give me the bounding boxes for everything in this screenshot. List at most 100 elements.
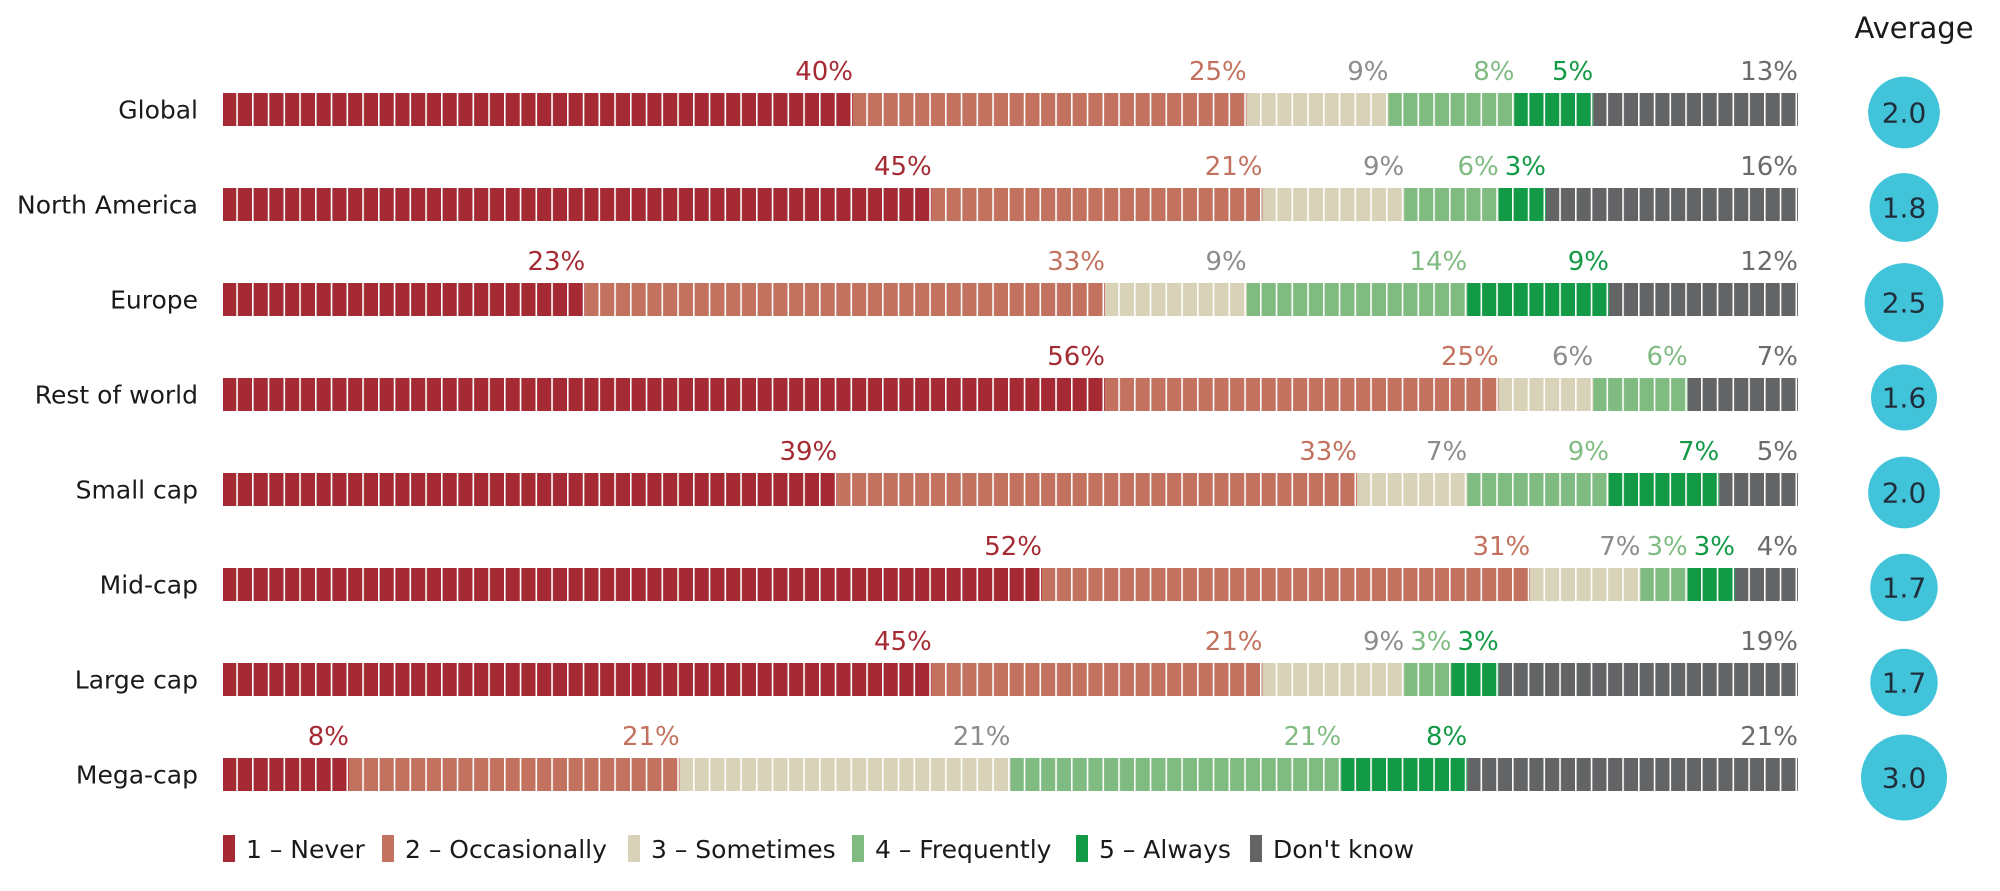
legend-swatch — [1076, 835, 1088, 862]
bar-segment-texture — [223, 283, 586, 316]
average-bubble — [1870, 553, 1938, 622]
percent-label: 40% — [795, 57, 853, 87]
percent-label: 3% — [1410, 627, 1451, 657]
bar-segment-texture — [1546, 188, 1798, 221]
percent-label: 9% — [1568, 437, 1609, 467]
bar-segment-texture — [223, 93, 853, 126]
bar-segment-texture — [1719, 473, 1798, 506]
legend-item-3-sometimes: 3 – Sometimes — [628, 835, 836, 864]
percent-label: 14% — [1409, 247, 1467, 277]
percent-label: 25% — [1189, 57, 1247, 87]
legend-item-4-frequently: 4 – Frequently — [852, 835, 1052, 864]
percent-label: 25% — [1441, 342, 1499, 372]
bar-segment-texture — [1246, 283, 1468, 316]
category-label: Global — [118, 96, 198, 125]
bar-segment-texture — [931, 188, 1263, 221]
percent-label: 5% — [1552, 57, 1593, 87]
percent-label: 33% — [1299, 437, 1357, 467]
average-value: 2.5 — [1882, 287, 1927, 320]
bar-segment-texture — [679, 758, 1011, 791]
bar-segment-texture — [1467, 283, 1609, 316]
average-value: 1.7 — [1882, 572, 1927, 605]
legend-label: 3 – Sometimes — [651, 835, 836, 864]
legend-label: 4 – Frequently — [875, 835, 1052, 864]
percent-label: 45% — [874, 152, 932, 182]
chart-rows: Global 40% 25% 9% 8% 5% 13% 2.0 North America 45%… — [17, 57, 1947, 821]
average-value: 3.0 — [1882, 762, 1927, 795]
percent-label: 6% — [1552, 342, 1593, 372]
legend-swatch — [1250, 835, 1262, 862]
category-label: Europe — [110, 286, 198, 315]
percent-label: 3% — [1647, 532, 1688, 562]
legend-label: 5 – Always — [1099, 835, 1231, 864]
percent-label: 3% — [1694, 532, 1735, 562]
bar-segment-texture — [1687, 378, 1798, 411]
percent-label: 9% — [1206, 247, 1247, 277]
percent-label: 21% — [1205, 627, 1263, 657]
legend-label: 1 – Never — [246, 835, 366, 864]
bar-segment-texture — [1467, 758, 1798, 791]
category-label: Mega-cap — [76, 761, 198, 790]
average-value: 1.7 — [1882, 667, 1927, 700]
percent-label: 12% — [1740, 247, 1798, 277]
bar-segment-texture — [1498, 663, 1798, 696]
percent-label: 21% — [622, 722, 680, 752]
percent-label: 13% — [1740, 57, 1798, 87]
bar-segment-texture — [1357, 473, 1468, 506]
bar-segment-texture — [1530, 568, 1641, 601]
average-bubble — [1871, 364, 1937, 431]
average-value: 1.8 — [1882, 192, 1927, 225]
bar-segment-texture — [1514, 93, 1594, 126]
average-bubble — [1868, 76, 1940, 149]
bar-segment-texture — [1246, 93, 1389, 126]
percent-label: 7% — [1757, 342, 1798, 372]
percent-label: 21% — [1283, 722, 1341, 752]
bar-segment-texture — [1498, 188, 1546, 221]
bar-segment-texture — [1042, 568, 1531, 601]
bar-segment-texture — [1404, 663, 1452, 696]
percent-label: 31% — [1472, 532, 1530, 562]
row-global: Global 40% 25% 9% 8% 5% 13% 2.0 — [118, 57, 1940, 149]
row-mega-cap: Mega-cap 8% 21% 21% 21% 8% 21% 3.0 — [76, 722, 1947, 821]
percent-label: 21% — [1740, 722, 1798, 752]
row-rest-of-world: Rest of world 56% 25% 6% 6% 7% 1.6 — [35, 342, 1937, 431]
percent-label: 39% — [779, 437, 837, 467]
percent-label: 16% — [1740, 152, 1798, 182]
bar-segment-texture — [1593, 378, 1688, 411]
bar-segment-texture — [1105, 378, 1499, 411]
legend-swatch — [223, 835, 235, 862]
average-value: 2.0 — [1882, 477, 1927, 510]
legend-swatch — [628, 835, 640, 862]
percent-label: 9% — [1568, 247, 1609, 277]
bar-segment-texture — [837, 473, 1357, 506]
legend: 1 – Never 2 – Occasionally 3 – Sometimes 4 … — [223, 835, 1414, 864]
average-value: 1.6 — [1882, 382, 1927, 415]
bar-segment-texture — [1105, 283, 1247, 316]
bar-segment-texture — [1262, 188, 1405, 221]
bar-segment-texture — [1404, 188, 1499, 221]
category-label: Small cap — [76, 476, 198, 505]
average-bubble — [1870, 648, 1938, 717]
percent-label: 33% — [1047, 247, 1105, 277]
percent-label: 7% — [1678, 437, 1719, 467]
bar-segment-texture — [1341, 758, 1468, 791]
percent-label: 6% — [1458, 152, 1499, 182]
legend-label: Don't know — [1273, 835, 1414, 864]
average-bubble — [1869, 173, 1939, 242]
legend-item-5-always: 5 – Always — [1076, 835, 1231, 864]
percent-label: 21% — [953, 722, 1011, 752]
percent-label: 9% — [1363, 627, 1404, 657]
row-europe: Europe 23% 33% 9% 14% 9% 12% 2.5 — [110, 247, 1944, 342]
bar-segment-texture — [1609, 473, 1720, 506]
percent-label: 21% — [1205, 152, 1263, 182]
bar-segment-texture — [1498, 378, 1594, 411]
percent-label: 5% — [1757, 437, 1798, 467]
average-bubble — [1861, 734, 1947, 821]
bar-segment-texture — [223, 663, 932, 696]
bar-segment-texture — [349, 758, 680, 791]
percent-label: 8% — [1473, 57, 1514, 87]
bar-segment-texture — [1735, 568, 1798, 601]
percent-label: 45% — [874, 627, 932, 657]
